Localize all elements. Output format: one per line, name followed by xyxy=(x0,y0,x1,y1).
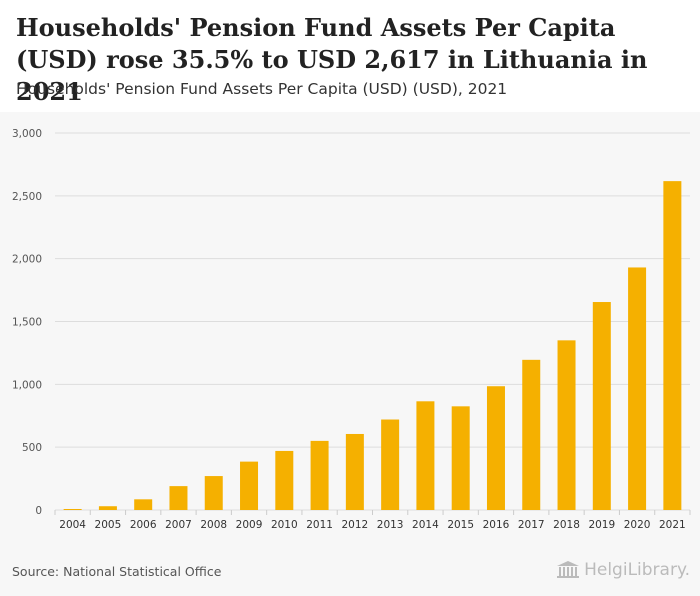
chart-subtitle: Households' Pension Fund Assets Per Capi… xyxy=(16,80,508,98)
x-tick-label: 2010 xyxy=(271,519,298,531)
bar xyxy=(628,267,647,510)
x-tick-label: 2008 xyxy=(200,519,227,531)
bar xyxy=(134,499,153,510)
bar xyxy=(451,406,470,510)
x-tick-label: 2007 xyxy=(165,519,192,531)
y-tick-label: 500 xyxy=(22,442,42,454)
bar xyxy=(310,440,329,510)
bar xyxy=(98,506,117,510)
bar xyxy=(381,419,400,510)
bar xyxy=(557,340,576,510)
x-tick-label: 2015 xyxy=(447,519,474,531)
chart-title: Households' Pension Fund Assets Per Capi… xyxy=(16,13,648,106)
bar xyxy=(63,508,82,510)
bar xyxy=(240,461,259,510)
x-tick-label: 2018 xyxy=(553,519,580,531)
x-tick-label: 2006 xyxy=(130,519,157,531)
y-tick-label: 2,500 xyxy=(12,191,42,203)
bar xyxy=(522,359,541,510)
bar xyxy=(663,181,682,510)
chart-header: Households' Pension Fund Assets Per Capi… xyxy=(0,0,700,112)
x-tick-label: 2012 xyxy=(341,519,368,531)
x-tick-label: 2019 xyxy=(588,519,615,531)
bar xyxy=(204,476,223,510)
x-tick-label: 2009 xyxy=(236,519,263,531)
x-tick-label: 2016 xyxy=(483,519,510,531)
x-tick-label: 2005 xyxy=(95,519,122,531)
y-tick-label: 1,500 xyxy=(12,317,42,329)
bar xyxy=(169,486,188,510)
y-tick-label: 0 xyxy=(35,505,42,517)
bar xyxy=(592,302,611,510)
source-note: Source: National Statistical Office xyxy=(12,564,222,579)
bar xyxy=(416,401,435,510)
x-tick-label: 2017 xyxy=(518,519,545,531)
logo-text: HelgiLibrary. xyxy=(584,560,690,580)
x-tick-label: 2014 xyxy=(412,519,439,531)
x-tick-label: 2020 xyxy=(624,519,651,531)
x-tick-label: 2021 xyxy=(659,519,686,531)
bar xyxy=(486,386,505,510)
bar xyxy=(345,433,364,510)
plot-area xyxy=(0,112,700,596)
library-building-icon xyxy=(557,561,580,578)
y-tick-label: 3,000 xyxy=(12,128,42,140)
bar xyxy=(275,450,294,510)
y-tick-label: 2,000 xyxy=(12,254,42,266)
y-tick-label: 1,000 xyxy=(12,379,42,391)
x-tick-label: 2013 xyxy=(377,519,404,531)
x-tick-label: 2011 xyxy=(306,519,333,531)
helgi-library-logo: HelgiLibrary. xyxy=(556,560,690,580)
x-tick-label: 2004 xyxy=(59,519,86,531)
